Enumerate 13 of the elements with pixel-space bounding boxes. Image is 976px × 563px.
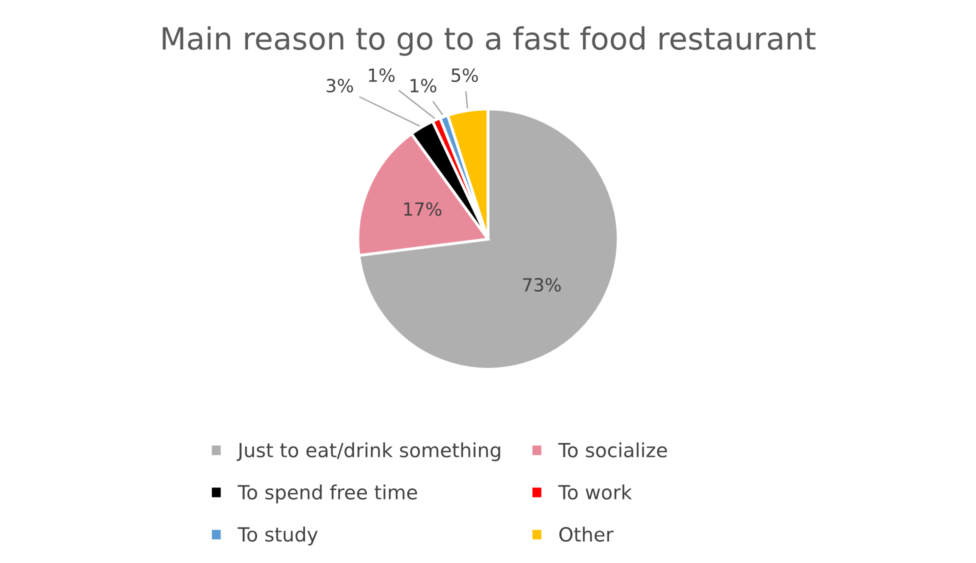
- legend-label: To study: [238, 526, 318, 546]
- legend-label: To spend free time: [238, 484, 418, 504]
- data-label: 5%: [452, 68, 478, 82]
- data-label: 3%: [326, 78, 353, 92]
- legend-label: To socialize: [558, 442, 667, 458]
- data-label: 73%: [523, 278, 561, 292]
- data-label: 1%: [368, 68, 395, 82]
- data-label: 17%: [404, 202, 442, 216]
- legend-label: Just to eat/drink something: [236, 442, 500, 462]
- legend-label: Other: [559, 526, 614, 542]
- chart-title: Main reason to go to a fast food restaurant: [162, 26, 816, 56]
- data-label: 1%: [410, 78, 436, 92]
- legend-label: To work: [558, 484, 632, 500]
